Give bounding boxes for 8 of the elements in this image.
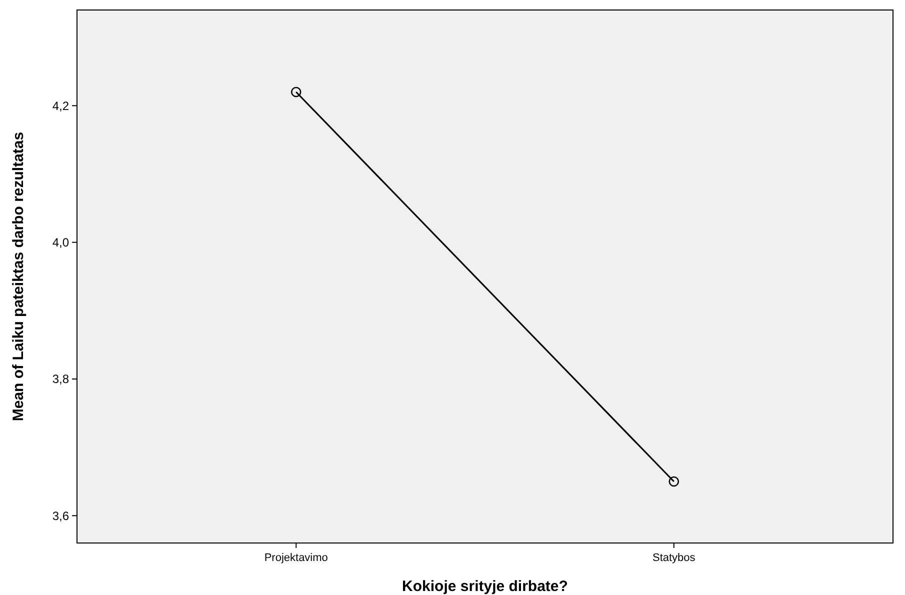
x-tick-label: Projektavimo (264, 552, 328, 564)
y-tick-label: 4,2 (52, 98, 70, 113)
y-tick-label: 3,8 (52, 372, 70, 386)
x-tick-label: Statybos (652, 552, 696, 564)
y-tick-label: 4,0 (52, 236, 70, 250)
y-axis-title: Mean of Laiku pateiktas darbo rezultatas (10, 132, 27, 422)
x-axis-title: Kokioje srityje dirbate? (402, 578, 568, 595)
y-tick-label: 3,6 (52, 508, 70, 523)
